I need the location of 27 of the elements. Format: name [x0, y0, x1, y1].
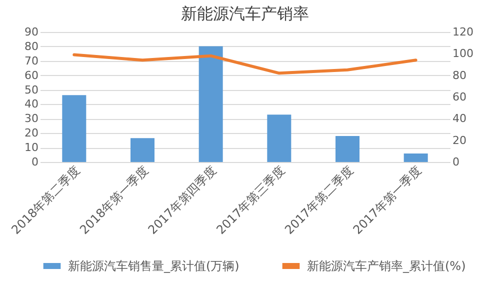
y-tick-label: 10	[24, 141, 38, 154]
bar	[336, 136, 360, 162]
chart-title: 新能源汽车产销率	[181, 4, 309, 23]
y-tick-label: 0	[32, 156, 38, 168]
y-tick-label: 30	[24, 112, 38, 126]
bar	[130, 138, 154, 162]
y2-tick-label: 40	[452, 112, 466, 126]
y-tick-label: 50	[24, 83, 38, 96]
bar	[62, 95, 86, 162]
y-tick-label: 20	[24, 126, 38, 140]
y-tick-label: 70	[24, 54, 38, 68]
y-tick-label: 60	[24, 68, 38, 82]
legend-label: 新能源汽车产销率_累计值(%)	[307, 259, 466, 273]
bar	[404, 153, 428, 162]
bar	[267, 114, 292, 162]
y2-tick-label: 100	[452, 47, 474, 60]
line-series	[72, 53, 418, 75]
y-tick-label: 80	[24, 40, 38, 53]
legend-label: 新能源汽车销售量_累计值(万辆)	[68, 259, 240, 273]
y2-tick-label: 120	[452, 26, 474, 38]
bar	[198, 46, 223, 162]
y-tick-label: 90	[24, 26, 38, 38]
y-tick-label: 40	[24, 98, 38, 111]
y2-tick-label: 0	[452, 156, 460, 168]
y2-tick-label: 60	[452, 90, 466, 104]
y2-tick-label: 80	[452, 68, 466, 82]
y2-tick-label: 20	[452, 134, 466, 147]
